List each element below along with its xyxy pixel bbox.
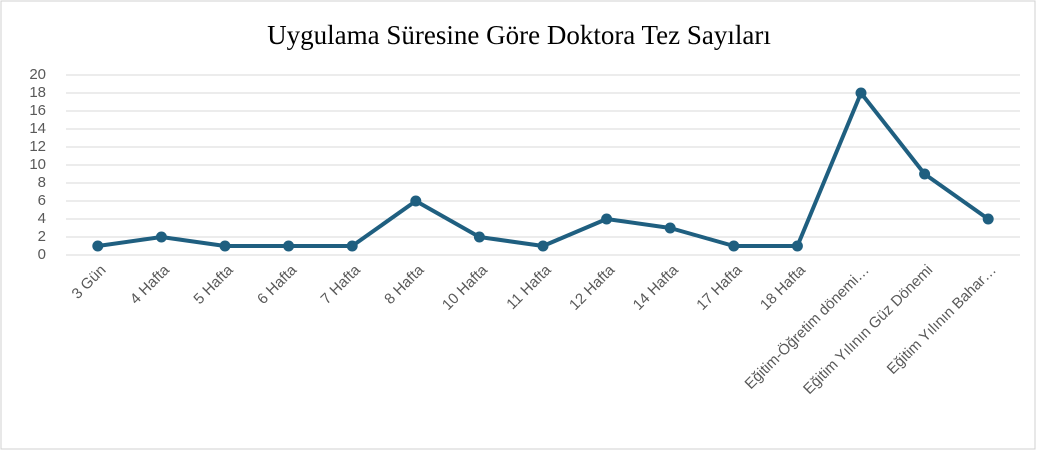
marker — [92, 240, 104, 252]
y-tick-label: 20 — [29, 66, 46, 83]
marker — [537, 240, 549, 252]
marker — [791, 240, 803, 252]
y-tick-label: 14 — [29, 120, 46, 137]
y-tick-label: 10 — [29, 156, 46, 173]
marker — [664, 222, 676, 234]
marker — [283, 240, 295, 252]
y-tick-label: 18 — [29, 84, 46, 101]
marker — [346, 240, 358, 252]
marker — [919, 168, 931, 180]
y-tick-label: 8 — [38, 174, 46, 191]
marker — [855, 87, 867, 99]
y-tick-label: 2 — [38, 228, 46, 245]
y-tick-label: 4 — [38, 210, 46, 227]
marker — [601, 213, 613, 225]
marker — [982, 213, 994, 225]
marker — [155, 231, 167, 243]
marker — [410, 195, 422, 207]
y-tick-label: 12 — [29, 138, 46, 155]
y-tick-label: 16 — [29, 102, 46, 119]
y-tick-label: 6 — [38, 192, 46, 209]
y-tick-label: 0 — [38, 246, 46, 263]
marker — [473, 231, 485, 243]
marker — [728, 240, 740, 252]
chart-title: Uygulama Süresine Göre Doktora Tez Sayıl… — [267, 20, 771, 50]
marker — [219, 240, 231, 252]
